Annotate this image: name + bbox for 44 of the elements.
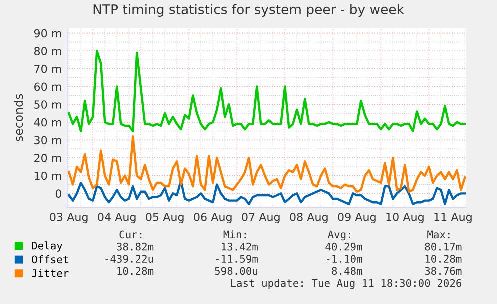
text: 38.76m [425, 267, 462, 276]
x-tick-label: 09 Aug [338, 212, 376, 224]
legend-label: Offset [32, 256, 68, 264]
y-tick-label: 30 m [34, 136, 62, 145]
text: 8.48m [332, 267, 362, 276]
line-series [68, 50, 466, 132]
x-tick-label: 11 Aug [434, 213, 472, 224]
y-tick-label: 70 m [34, 64, 62, 74]
text: Max: [428, 230, 450, 239]
legend-label: Delay [32, 242, 63, 252]
y-tick-label: 50 m [34, 100, 62, 109]
chart-title: NTP timing statistics for system peer - by week [94, 4, 404, 18]
x-tick-label: 10 Aug [386, 212, 424, 224]
text: 13.42m [222, 242, 258, 251]
y-tick-label: 60 m [34, 82, 62, 92]
text: Cur: [120, 230, 142, 239]
text: Avg: [328, 230, 350, 241]
x-tick-label: 05 Aug [146, 212, 184, 224]
y-tick-label: 0 [56, 190, 62, 198]
text: Min: [224, 230, 246, 238]
y-tick-label: 10 m [34, 172, 62, 180]
x-tick-label: 08 Aug [290, 212, 328, 224]
line-series [68, 136, 466, 194]
x-tick-label: 07 Aug [242, 212, 280, 224]
text: 40.29m [326, 242, 362, 251]
y-tick-label: 80 m [34, 47, 62, 56]
x-tick-label: 06 Aug [194, 212, 232, 224]
x-tick-label: 04 Aug [98, 212, 136, 224]
y-tick-label: 40 m [34, 118, 62, 127]
text: -1.10m [326, 255, 362, 263]
line-series [68, 180, 466, 206]
legend-label: Jitter [32, 269, 69, 278]
text: 10.28m [118, 267, 154, 276]
text: -11.59m [216, 255, 258, 263]
y-tick-label: 20 m [34, 154, 62, 162]
text: 38.82m [117, 242, 154, 251]
text: -439.22u [106, 255, 154, 263]
text: Last update: Tue Aug 11 18:30:00 2026 [231, 279, 462, 290]
text: 598.00u [215, 267, 258, 276]
text: 10.28m [426, 255, 462, 263]
x-tick-label: 03 Aug [50, 212, 88, 224]
text: 80.17m [425, 242, 462, 251]
y-axis-title: seconds [14, 94, 24, 142]
y-tick-label: 90 m [34, 29, 62, 38]
